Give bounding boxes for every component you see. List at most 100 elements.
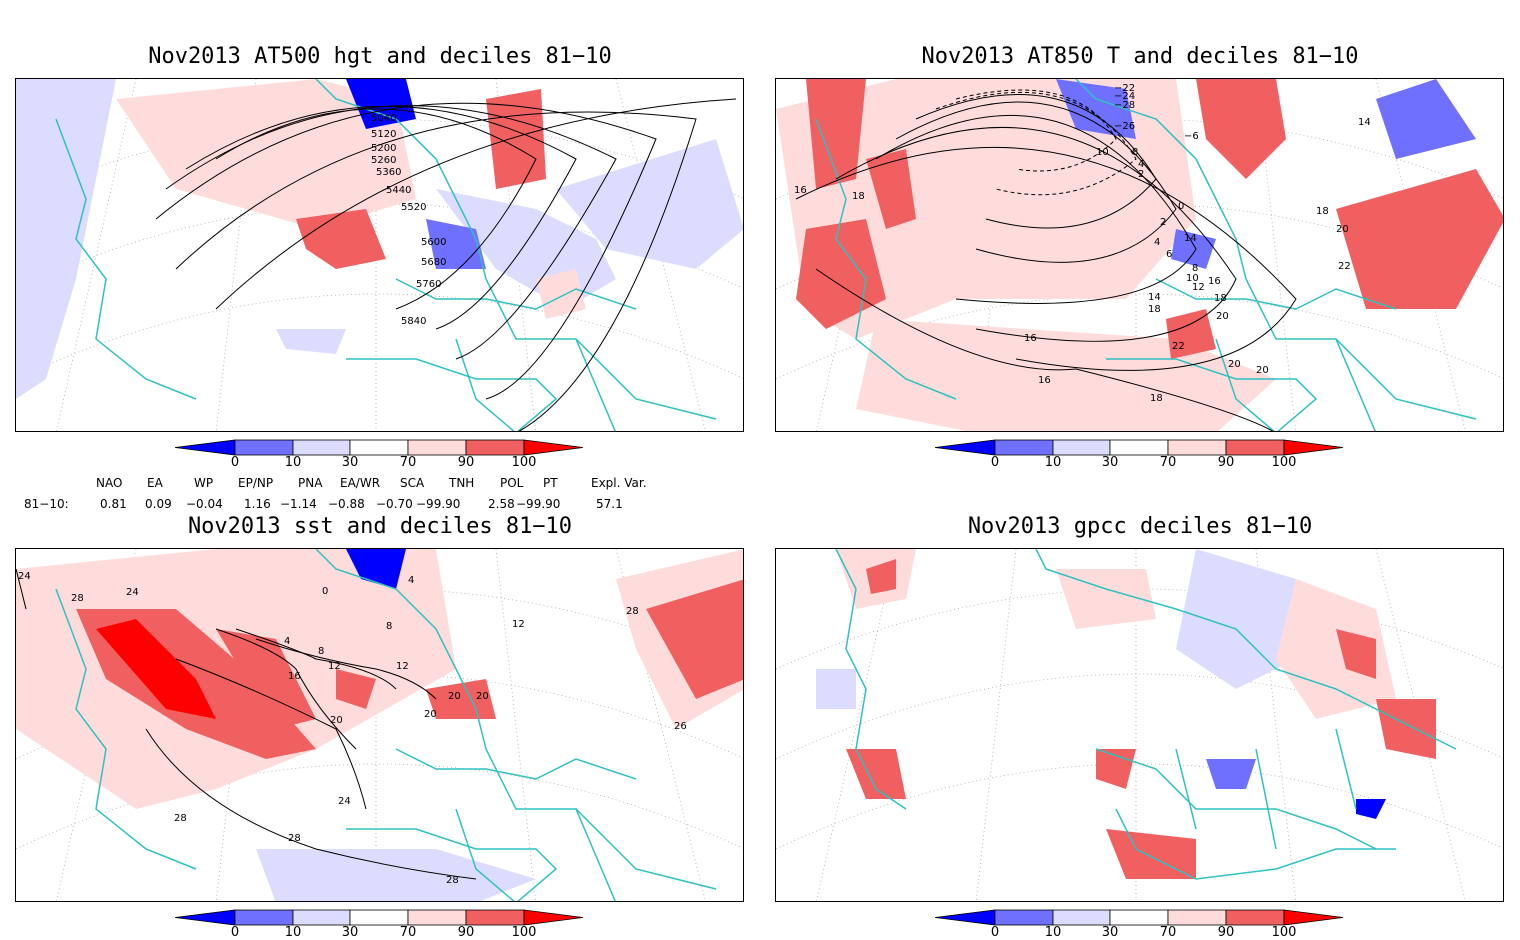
contour-labels: 24 28 24 4 8 12 16 20 24 28 28 28 20 20 … (18, 571, 687, 886)
colorbar-tick-label: 100 (1271, 925, 1297, 940)
colorbar-tick-label: 70 (399, 455, 417, 470)
colorbar-tick-label: 30 (341, 925, 359, 940)
colorbar-svg (934, 439, 1344, 456)
map-panel-sst: 24 28 24 4 8 12 16 20 24 28 28 28 20 20 … (15, 548, 744, 902)
colorbar-hgt: 0 10 30 70 90 100 (174, 437, 585, 477)
contour-label: 2 (1160, 217, 1166, 228)
colorbar-segment (1225, 439, 1285, 456)
colorbar-segment (523, 439, 584, 456)
index-value: −0.70 (376, 497, 413, 511)
colorbar-tick-label: 90 (1217, 455, 1235, 470)
contour-label: −6 (1184, 131, 1199, 142)
colorbar-segment (1167, 439, 1227, 456)
colorbar-segment (934, 909, 996, 926)
contour-label: 10 (1186, 273, 1199, 284)
contour-label: 4 (284, 636, 290, 647)
contour-label: 14 (1184, 233, 1197, 244)
colorbar-tick-label: 70 (1159, 455, 1177, 470)
contour-label: 10 (1096, 147, 1109, 158)
colorbar-segment (934, 439, 996, 456)
colorbar-segment (465, 439, 525, 456)
index-header: Expl. Var. (591, 476, 647, 490)
contour-label: 28 (626, 606, 639, 617)
colorbar-segment (1167, 909, 1227, 926)
panel-title-sst: Nov2013 sst and deciles 81−10 (187, 514, 573, 539)
contour-label: 0 (322, 586, 328, 597)
contour-label: −28 (1114, 100, 1135, 111)
index-header: PT (543, 476, 558, 490)
contour-label: 20 (1256, 365, 1269, 376)
contour-label: 16 (1208, 276, 1221, 287)
map-sst: 24 28 24 4 8 12 16 20 24 28 28 28 20 20 … (16, 549, 743, 901)
map-hgt: 5040 5120 5200 5260 5360 5440 5520 5600 … (16, 79, 743, 431)
contour-label: −24 (1114, 91, 1135, 102)
contour-label: 18 (1316, 206, 1329, 217)
contour-labels: −22 −24 −28 −26 14 −6 10 8 4 2 0 2 4 6 8… (794, 83, 1371, 404)
index-header: NAO (96, 476, 123, 490)
index-row-label: 81−10: (24, 497, 69, 511)
contour-label: 0 (1178, 201, 1184, 212)
index-header: PNA (298, 476, 323, 490)
colorbar-t850: 0 10 30 70 90 100 (934, 437, 1345, 477)
coastlines (815, 79, 1477, 431)
index-value: 0.09 (145, 497, 172, 511)
colorbar-segment (465, 909, 525, 926)
coastlines (55, 549, 717, 901)
colorbar-tick-label: 100 (511, 455, 537, 470)
index-header: SCA (400, 476, 425, 490)
contour-label: 24 (18, 571, 31, 582)
contour-label: 14 (1358, 117, 1371, 128)
colorbar-tick-label: 0 (990, 455, 1000, 470)
index-value: 1.16 (244, 497, 271, 511)
colorbar-tick-label: 30 (1101, 925, 1119, 940)
index-header: EA/WR (340, 476, 381, 490)
colorbar-segment (994, 909, 1054, 926)
contour-label: 24 (126, 587, 139, 598)
colorbar-segment (174, 909, 236, 926)
contour-label: −22 (1114, 83, 1135, 94)
contour-label: 6 (1166, 249, 1172, 260)
contour-label: 4 (1138, 159, 1144, 170)
contour-label: 20 (448, 691, 461, 702)
contour-labels: 5040 5120 5200 5260 5360 5440 5520 5600 … (371, 113, 446, 327)
colorbar-segment (1283, 439, 1344, 456)
index-value: 57.1 (596, 497, 623, 511)
colorbar-segment (292, 909, 351, 926)
colorbar-segment (234, 909, 294, 926)
decile-shading (16, 549, 743, 901)
contour-label: 5200 (371, 143, 396, 154)
height-contours (155, 98, 737, 431)
map-panel-t850: −22 −24 −28 −26 14 −6 10 8 4 2 0 2 4 6 8… (775, 78, 1504, 432)
contour-label: 18 (852, 191, 865, 202)
colorbar-tick-label: 90 (457, 455, 475, 470)
contour-label: 16 (1024, 333, 1037, 344)
contour-label: 5840 (401, 316, 426, 327)
contour-label: 22 (1338, 261, 1351, 272)
colorbar-sst: 0 10 30 70 90 100 (174, 907, 585, 940)
contour-label: 20 (1228, 359, 1241, 370)
contour-label: 28 (174, 813, 187, 824)
colorbar-segment (349, 909, 409, 926)
colorbar-tick-label: 70 (1159, 925, 1177, 940)
colorbar-tick-label: 0 (230, 925, 240, 940)
contour-label: 20 (1336, 224, 1349, 235)
contour-label: 16 (1038, 375, 1051, 386)
contour-label: 5760 (416, 279, 441, 290)
colorbar-segment (994, 439, 1054, 456)
colorbar-tick-label: 10 (284, 455, 302, 470)
contour-label: 8 (386, 621, 392, 632)
colorbar-tick-label: 90 (1217, 925, 1235, 940)
colorbar-tick-label: 90 (457, 925, 475, 940)
contour-label: 5360 (376, 167, 401, 178)
colorbar-tick-label: 10 (1044, 925, 1062, 940)
contour-label: 28 (288, 833, 301, 844)
colorbar-segment (407, 909, 467, 926)
index-value: 2.58 (488, 497, 515, 511)
decile-shading (16, 79, 743, 399)
contour-label: 12 (396, 661, 409, 672)
colorbar-tick-label: 10 (1044, 455, 1062, 470)
index-header: WP (194, 476, 214, 490)
colorbar-segment (1109, 439, 1169, 456)
coastlines (55, 79, 717, 431)
colorbar-tick-label: 10 (284, 925, 302, 940)
